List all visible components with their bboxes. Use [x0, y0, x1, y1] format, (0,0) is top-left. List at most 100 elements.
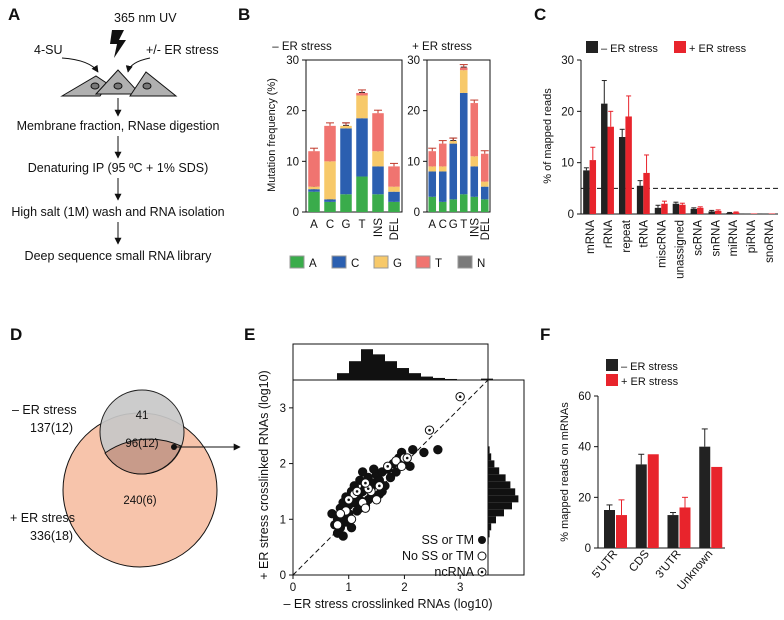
- b-minus-bar-T: [388, 166, 400, 187]
- e-point-ncrna-dot: [378, 484, 381, 488]
- b-minus-bar-G: [388, 186, 400, 192]
- c-ytick-label: 0: [568, 209, 574, 221]
- b-plus-bar-G: [470, 156, 479, 167]
- b-plus-bar-G: [428, 166, 437, 172]
- e-legend-ncrna-dot: [480, 570, 484, 574]
- e-hist-right-bar: [488, 509, 504, 517]
- b-plus-bar-G: [449, 141, 458, 144]
- f-ytick-label: 0: [585, 543, 591, 555]
- b-plus-bar-A: [449, 199, 458, 212]
- su-label: 4-SU: [34, 43, 62, 57]
- c-bar-minus: [601, 103, 608, 214]
- panel-d: D 41 96(12) 240(6) – ER stress 137(12) +…: [10, 325, 241, 568]
- step-1: Membrane fraction, RNase digestion: [17, 119, 220, 133]
- e-hist-right-bar: [488, 467, 500, 475]
- panel-b-letter: B: [238, 5, 250, 24]
- uv-lightning-icon: [110, 30, 126, 58]
- b-minus-bar-C: [388, 191, 400, 202]
- c-bar-plus: [768, 213, 776, 214]
- c-bar-plus: [697, 207, 704, 214]
- panel-e-letter: E: [244, 325, 255, 344]
- c-xlabel: snRNA: [710, 220, 722, 257]
- b-minus-bar-G: [372, 151, 384, 167]
- e-point-ss-or-tm: [369, 464, 379, 474]
- b-minus-title: – ER stress: [272, 41, 332, 53]
- b-minus-bar-T: [324, 125, 336, 162]
- venn-minus-label: – ER stress: [12, 403, 77, 417]
- f-ytick-label: 20: [578, 492, 591, 504]
- e-point-ss-or-tm: [405, 461, 415, 472]
- b-plus-bar-C: [438, 171, 447, 202]
- e-ytick-label: 1: [280, 514, 286, 526]
- c-xlabel: scRNA: [692, 220, 704, 256]
- e-hist-right-bar: [488, 474, 506, 482]
- su-arrow: [61, 57, 99, 73]
- e-point-ncrna-dot: [428, 428, 431, 432]
- b-legend-swatch-C: [331, 255, 347, 269]
- e-point-ncrna-dot: [386, 465, 390, 468]
- e-point-ss-or-tm: [391, 467, 401, 477]
- b-plus-bar-C: [470, 166, 479, 197]
- e-legend-ss-tm: SS or TM: [421, 533, 474, 547]
- f-ytick-label: 40: [578, 442, 591, 454]
- e-hist-right-bar: [488, 481, 511, 489]
- e-hist-right-bar: [488, 537, 489, 545]
- e-legend-ncrna: ncRNA: [434, 565, 474, 579]
- b-plus-bar-A: [480, 199, 489, 212]
- c-bar-minus: [726, 212, 733, 214]
- c-legend-plus: + ER stress: [689, 43, 747, 55]
- panel-c: C % of mapped reads – ER stress + ER str…: [534, 5, 778, 279]
- e-hist-top-bar: [433, 377, 445, 380]
- c-ytick-label: 10: [561, 158, 574, 170]
- f-legend-plus: + ER stress: [621, 376, 679, 388]
- b-minus-bar-T: [308, 151, 320, 187]
- b-minus-bar-G: [324, 161, 336, 200]
- b-minus-xlabel: G: [342, 219, 351, 231]
- b-minus-chart: 0 10 20 30 A C G T INS DEL: [286, 55, 403, 240]
- c-bar-plus: [625, 116, 632, 214]
- b-minus-bar-T: [356, 92, 368, 96]
- c-xlabel: miscRNA: [657, 220, 669, 268]
- f-bar-minus: [604, 510, 615, 548]
- e-hist-right-bar: [488, 516, 496, 524]
- b-minus-bar-C: [324, 199, 336, 202]
- b-minus-xlabel: DEL: [389, 217, 401, 240]
- e-point-ncrna-dot: [366, 487, 370, 490]
- venn-plus-total: 336(18): [30, 529, 73, 543]
- c-xlabel: mRNA: [585, 220, 597, 254]
- b-legend-label-N: N: [477, 258, 485, 270]
- step-2: Denaturing IP (95 ºC + 1% SDS): [28, 161, 208, 175]
- er-arrow: [125, 57, 151, 73]
- b-legend-label-A: A: [309, 258, 317, 270]
- b-minus-bar-A: [340, 194, 352, 212]
- b-plus-title: + ER stress: [412, 41, 472, 53]
- e-point-no-ss-or-tm: [346, 514, 357, 524]
- e-legend-ss-tm-marker: [478, 536, 486, 544]
- b-legend-swatch-T: [415, 255, 431, 269]
- b-minus-xlabel: T: [358, 219, 365, 231]
- c-ytick-label: 30: [561, 55, 574, 67]
- b-legend-swatch-A: [289, 255, 305, 269]
- c-bar-minus: [708, 211, 715, 214]
- b-minus-bar-G: [356, 95, 368, 119]
- b-minus-bar-G: [340, 125, 352, 129]
- e-xtick-label: 1: [346, 582, 352, 594]
- panel-d-letter: D: [10, 325, 22, 344]
- e-point-no-ss-or-tm: [360, 503, 371, 513]
- b-plus-bar-T: [480, 153, 489, 182]
- c-bar-minus: [744, 213, 751, 214]
- b-minus-bar-A: [324, 201, 336, 212]
- b-plus-bar-T: [459, 67, 468, 71]
- panel-a: A 365 nm UV 4-SU +/- ER stress Membrane …: [8, 5, 225, 263]
- b-minus-xlabel: C: [326, 219, 334, 231]
- c-bar-minus: [583, 170, 590, 214]
- b-plus-bar-A: [438, 201, 447, 212]
- e-point-ss-or-tm: [385, 472, 396, 483]
- venn-minus-total: 137(12): [30, 421, 73, 435]
- cells-icon: [60, 69, 178, 97]
- f-xlabel: CDS: [627, 548, 652, 575]
